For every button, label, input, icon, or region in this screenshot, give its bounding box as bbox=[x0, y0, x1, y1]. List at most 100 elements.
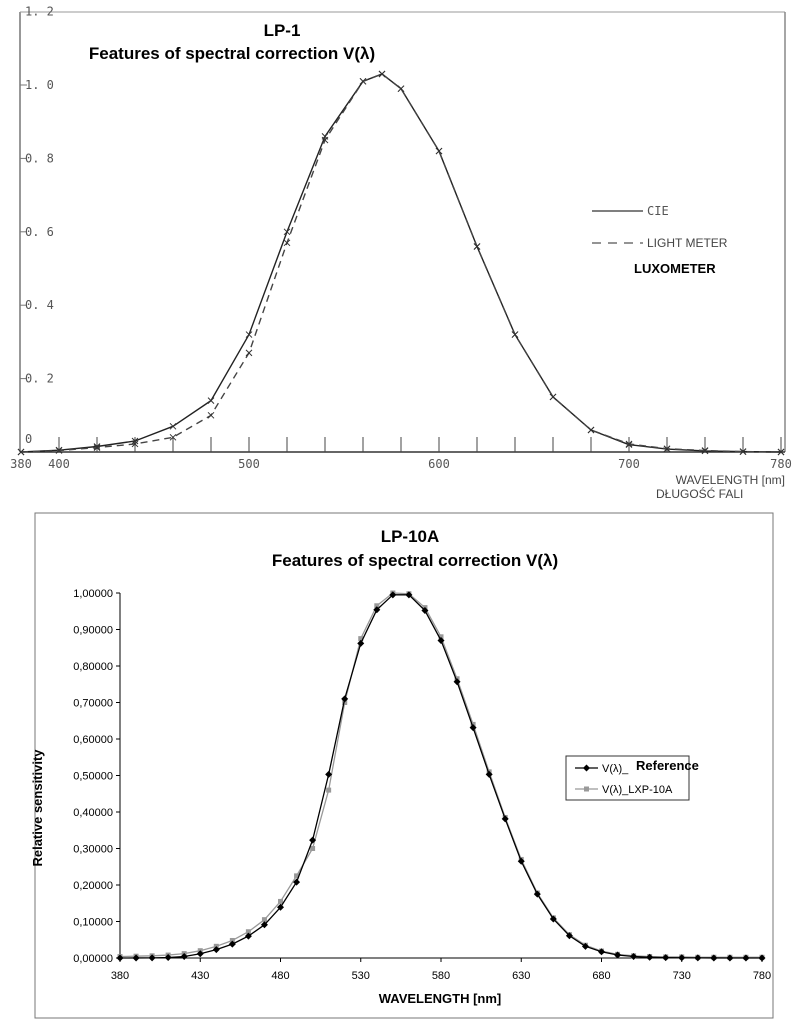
data-point-reference bbox=[148, 954, 156, 962]
data-point-reference bbox=[453, 678, 461, 686]
data-point-lxp-10a bbox=[310, 846, 316, 851]
y-tick-label: 0. 8 bbox=[25, 151, 54, 165]
y-tick-label: 0. 6 bbox=[25, 225, 54, 239]
x-tick-label: 380 bbox=[111, 970, 129, 982]
data-point-lxp-10a bbox=[294, 873, 300, 879]
x-tick-label: 780 bbox=[770, 457, 792, 471]
data-point-marker bbox=[397, 85, 405, 93]
data-point-reference bbox=[678, 954, 686, 962]
data-point-reference bbox=[228, 940, 236, 948]
chart-lp1: 0 0. 2 0. 4 0. 6 0. 8 1. 0 1. 2 380 400 500 600 70… bbox=[10, 5, 792, 501]
data-point-marker bbox=[625, 441, 633, 449]
x-tick-label: 700 bbox=[618, 457, 640, 471]
data-point-marker bbox=[131, 440, 139, 448]
data-point-reference bbox=[260, 921, 268, 929]
y-tick-label: 0,00000 bbox=[73, 953, 113, 965]
x-tick-label: 500 bbox=[238, 457, 260, 471]
y-tick-label: 0. 4 bbox=[25, 298, 54, 312]
x-tick-label: 400 bbox=[48, 457, 70, 471]
chart2-subtitle: Features of spectral correction V(λ) bbox=[272, 551, 558, 570]
data-point-lxp-10a bbox=[261, 917, 267, 923]
data-point-marker bbox=[245, 349, 253, 357]
x-tick-label: 780 bbox=[753, 970, 771, 982]
y-tick-label: 1,00000 bbox=[73, 588, 113, 600]
data-point-marker bbox=[207, 411, 215, 419]
x-tick-label: 680 bbox=[592, 970, 610, 982]
data-point-reference bbox=[212, 946, 220, 954]
legend-cie-label: CIE bbox=[647, 204, 669, 218]
x-tick-label: 380 bbox=[10, 457, 32, 471]
data-point-marker bbox=[93, 443, 101, 450]
data-point-marker bbox=[473, 243, 481, 250]
data-point-reference bbox=[437, 636, 445, 644]
data-point-reference bbox=[646, 953, 654, 961]
data-point-marker bbox=[55, 447, 63, 454]
series-line-cie bbox=[20, 73, 782, 453]
data-point-marker bbox=[283, 228, 291, 236]
data-point-reference bbox=[244, 932, 252, 940]
data-point-reference bbox=[325, 770, 333, 778]
legend-note-luxometer: LUXOMETER bbox=[634, 261, 716, 276]
data-point-marker bbox=[739, 448, 747, 455]
y-tick-label: 0,40000 bbox=[73, 807, 113, 819]
data-point-reference bbox=[662, 954, 670, 962]
legend-lxp-label: V(λ)_LXP-10A bbox=[602, 784, 673, 796]
data-point-reference bbox=[726, 954, 734, 962]
data-point-marker bbox=[701, 447, 709, 454]
data-point-reference bbox=[389, 591, 397, 599]
chart2-legend: V(λ)_ Reference V(λ)_LXP-10A bbox=[565, 755, 699, 801]
x-tick-label: 430 bbox=[191, 970, 209, 982]
data-point-lxp-10a bbox=[358, 636, 364, 642]
legend-ref-label: V(λ)_ bbox=[602, 763, 629, 775]
y-tick-label: 1. 0 bbox=[25, 78, 54, 92]
x-tick-label: 580 bbox=[432, 970, 450, 982]
data-point-lxp-10a bbox=[374, 603, 380, 609]
data-point-marker bbox=[131, 437, 139, 445]
data-point-reference bbox=[758, 954, 766, 962]
data-point-marker bbox=[777, 448, 785, 456]
data-point-reference bbox=[549, 915, 557, 923]
data-point-reference bbox=[581, 942, 589, 950]
data-point-reference bbox=[373, 606, 381, 614]
data-point-reference bbox=[485, 770, 493, 778]
data-point-lxp-10a bbox=[245, 929, 251, 935]
chart-lp10a: LP-10A Features of spectral correction V… bbox=[30, 512, 774, 1019]
data-point-marker bbox=[587, 426, 595, 434]
data-point-marker bbox=[207, 397, 215, 404]
data-point-reference bbox=[164, 954, 172, 962]
data-point-marker bbox=[378, 70, 386, 78]
data-point-reference bbox=[630, 953, 638, 961]
legend-lxp-marker bbox=[584, 786, 589, 792]
y-tick-label: 0 bbox=[25, 432, 32, 446]
data-point-reference bbox=[405, 591, 413, 599]
legend-ref-marker bbox=[583, 764, 590, 772]
y-tick-label: 0,20000 bbox=[73, 880, 113, 892]
data-point-lxp-10a bbox=[438, 634, 444, 640]
y-tick-label: 0,80000 bbox=[73, 661, 113, 673]
data-point-reference bbox=[501, 815, 509, 823]
legend-box bbox=[565, 755, 690, 801]
data-point-reference bbox=[116, 954, 124, 962]
data-point-reference bbox=[180, 953, 188, 961]
data-point-reference bbox=[598, 948, 605, 956]
data-point-marker bbox=[321, 136, 329, 144]
chart1-xlabel-polish: DŁUGOŚĆ FALI bbox=[656, 486, 743, 501]
data-point-reference bbox=[309, 836, 317, 844]
data-point-reference bbox=[277, 903, 284, 911]
data-point-reference bbox=[694, 954, 702, 962]
x-tick-label: 730 bbox=[673, 970, 691, 982]
y-tick-label: 0,90000 bbox=[73, 625, 113, 637]
legend-lightmeter-label: LIGHT METER bbox=[647, 236, 728, 250]
data-point-reference bbox=[710, 954, 718, 962]
chart1-subtitle: Features of spectral correction V(λ) bbox=[89, 44, 375, 63]
data-point-marker bbox=[283, 239, 291, 247]
data-point-marker bbox=[169, 433, 177, 441]
chart2-ylabel: Relative sensitivity bbox=[30, 749, 45, 867]
chart2-xlabel: WAVELENGTH [nm] bbox=[379, 991, 502, 1006]
data-point-lxp-10a bbox=[326, 787, 332, 793]
data-point-reference bbox=[341, 695, 349, 703]
y-tick-label: 0,60000 bbox=[73, 734, 113, 746]
x-tick-label: 530 bbox=[352, 970, 370, 982]
data-point-marker bbox=[663, 445, 671, 453]
chart2-title: LP-10A bbox=[381, 527, 440, 546]
